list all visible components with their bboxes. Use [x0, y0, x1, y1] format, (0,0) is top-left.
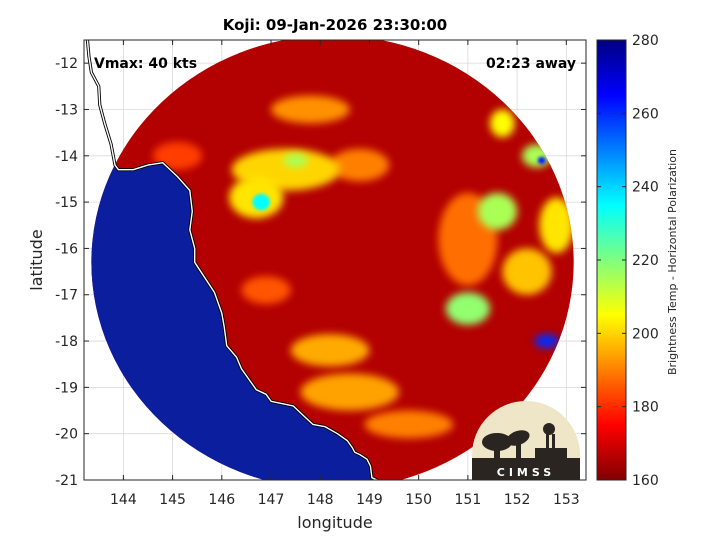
convective-cell [539, 197, 574, 254]
convective-cell [364, 410, 454, 439]
convective-cell [477, 192, 518, 230]
y-tick-label: -17 [55, 288, 78, 304]
convective-cell [290, 334, 370, 367]
y-tick-label: -14 [55, 149, 78, 165]
colorbar-tick-label: 180 [632, 400, 659, 416]
convective-cell [241, 276, 291, 304]
x-tick-label: 145 [159, 492, 186, 508]
land-mask [91, 40, 377, 480]
colorbar-tick-label: 280 [632, 33, 659, 49]
x-axis-label: longitude [297, 513, 372, 532]
convective-cell [490, 109, 515, 138]
time-away-annotation: 02:23 away [486, 56, 576, 72]
x-tick-label: 150 [405, 492, 432, 508]
x-tick-label: 151 [455, 492, 482, 508]
colorbar-tick-label: 160 [632, 473, 659, 489]
x-tick-label: 149 [356, 492, 383, 508]
convective-cell [283, 153, 308, 168]
colorbar-tick-label: 220 [632, 253, 659, 269]
x-tick-label: 153 [553, 492, 580, 508]
colorbar-tick-label: 200 [632, 326, 659, 342]
y-tick-label: -15 [55, 195, 78, 211]
x-tick-label: 147 [258, 492, 285, 508]
colorbar-tick-label: 260 [632, 106, 659, 122]
x-axis-ticks: 144 145 146 147 148 149 150 151 152 153 [110, 40, 580, 508]
convective-cell [271, 95, 350, 124]
convective-cell [445, 292, 491, 325]
colorbar-tick-label: 240 [632, 180, 659, 196]
x-tick-label: 144 [110, 492, 137, 508]
land-area [91, 40, 377, 480]
y-tick-label: -12 [55, 56, 78, 72]
y-tick-label: -21 [55, 473, 78, 489]
y-tick-label: -20 [55, 427, 78, 443]
svg-text:CIMSS: CIMSS [497, 466, 555, 479]
convective-cell [330, 148, 390, 182]
colorbar-ticks: 160 180 200 220 240 260 280 [597, 33, 659, 489]
x-tick-label: 146 [208, 492, 235, 508]
cimss-logo: CIMSS [472, 401, 580, 480]
convective-cell [537, 156, 546, 165]
y-tick-label: -13 [55, 102, 78, 118]
vmax-annotation: Vmax: 40 kts [94, 56, 197, 72]
colorbar-gradient [596, 39, 627, 481]
convective-cell [300, 373, 399, 411]
convective-cell [152, 141, 203, 170]
coastline [85, 40, 378, 480]
x-tick-label: 152 [504, 492, 531, 508]
y-tick-label: -16 [55, 241, 78, 257]
chart-title: Koji: 09-Jan-2026 23:30:00 [223, 16, 447, 34]
colorbar-label: Brightness Temp - Horizontal Polarizatio… [666, 149, 679, 375]
convective-cell [502, 248, 552, 295]
colorbar: 160 180 200 220 240 260 280 Brightness Temp - … [596, 33, 679, 489]
axes-frame [83, 39, 587, 481]
x-tick-label: 148 [307, 492, 334, 508]
coastline-line [86, 40, 378, 480]
y-tick-label: -19 [55, 380, 78, 396]
y-axis-label: latitude [27, 229, 46, 290]
y-axis-ticks: -12 -13 -14 -15 -16 -17 -18 -19 -20 -21 [55, 56, 586, 489]
convective-cell [534, 334, 559, 349]
convective-cell [252, 193, 271, 211]
convective-features [152, 95, 574, 439]
y-tick-label: -18 [55, 334, 78, 350]
